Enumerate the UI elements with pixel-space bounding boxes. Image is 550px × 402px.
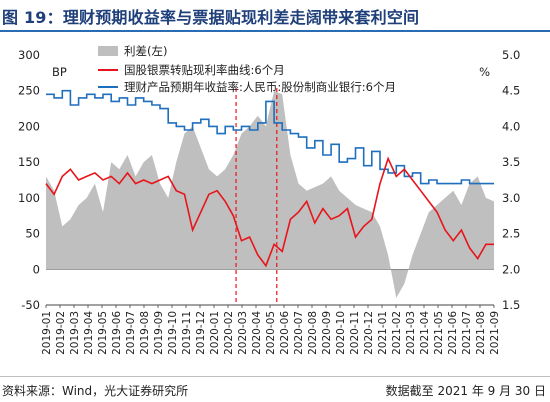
- y-right-tick-label: 5.0: [502, 48, 520, 62]
- x-tick-label: 2021-05: [433, 311, 445, 355]
- x-tick-label: 2019-12: [195, 311, 207, 355]
- x-tick-label: 2019-01: [41, 311, 53, 355]
- y-right-tick-label: 4.5: [502, 84, 520, 98]
- legend-swatch-spread: [98, 46, 118, 56]
- x-tick-label: 2019-11: [181, 311, 193, 355]
- x-tick-label: 2019-05: [97, 311, 109, 355]
- chart-title: 图 19：理财预期收益率与票据贴现利差走阔带来套利空间: [2, 8, 420, 27]
- y-left-tick-label: 100: [18, 191, 40, 205]
- x-tick-label: 2020-12: [363, 311, 375, 355]
- legend-label-bill: 国股银票转贴现利率曲线:6个月: [124, 63, 285, 77]
- legend-label-wealth: 理财产品预期年收益率:人民币:股份制商业银行:6个月: [124, 80, 396, 94]
- y-right-unit: %: [479, 65, 490, 79]
- x-tick-label: 2019-07: [125, 311, 137, 355]
- x-tick-label: 2019-10: [167, 311, 179, 355]
- x-tick-label: 2020-04: [251, 311, 263, 355]
- x-tick-label: 2020-11: [349, 311, 361, 355]
- x-tick-label: 2019-06: [111, 311, 123, 355]
- x-tick-label: 2020-09: [321, 311, 333, 355]
- x-tick-label: 2020-05: [265, 311, 277, 355]
- x-tick-label: 2021-01: [377, 311, 389, 355]
- x-tick-label: 2019-02: [55, 311, 67, 355]
- y-right-tick-label: 1.5: [502, 298, 520, 312]
- x-tick-label: 2021-02: [391, 311, 403, 355]
- y-right-tick-label: 2.5: [502, 227, 520, 241]
- title-bar: 图 19：理财预期收益率与票据贴现利差走阔带来套利空间: [0, 0, 550, 32]
- legend-label-spread: 利差(左): [124, 44, 167, 58]
- x-tick-label: 2019-08: [139, 311, 151, 355]
- y-left-tick-label: 0: [33, 262, 40, 276]
- x-tick-label: 2020-08: [307, 311, 319, 355]
- bill-rate-line: [45, 156, 494, 268]
- x-tick-label: 2019-09: [153, 311, 165, 355]
- x-tick-label: 2020-02: [223, 311, 235, 355]
- x-tick-label: 2021-08: [475, 311, 487, 355]
- wealth-yield-line: [46, 89, 494, 185]
- cutoff-note: 数据截至 2021 年 9 月 30 日: [385, 384, 546, 398]
- x-tick-label: 2021-04: [419, 311, 431, 355]
- x-tick-label: 2021-07: [461, 311, 473, 355]
- x-tick-label: 2021-09: [489, 311, 501, 355]
- y-left-tick-label: 150: [18, 155, 40, 169]
- y-left-tick-label: -50: [21, 298, 40, 312]
- source-note: 资料来源：Wind，光大证券研究所: [2, 384, 189, 398]
- x-tick-label: 2020-07: [293, 311, 305, 355]
- y-left-tick-label: 200: [18, 119, 40, 133]
- y-right-tick-label: 2.0: [502, 262, 520, 276]
- x-tick-label: 2020-06: [279, 311, 291, 355]
- y-left-unit: BP: [52, 65, 67, 79]
- x-tick-label: 2019-04: [83, 311, 95, 355]
- spread-area: [46, 90, 494, 298]
- x-tick-label: 2021-06: [447, 311, 459, 355]
- x-tick-label: 2019-03: [69, 311, 81, 355]
- footer: 资料来源：Wind，光大证券研究所 数据截至 2021 年 9 月 30 日: [0, 376, 550, 402]
- y-left-tick-label: 250: [18, 84, 40, 98]
- x-tick-label: 2020-01: [209, 311, 221, 355]
- x-tick-label: 2020-03: [237, 311, 249, 355]
- y-right-tick-label: 4.0: [502, 119, 520, 133]
- chart: 300 250 200 150 100 50 0 -50 5.0 4.5 4.0 3.5 3.0 2.5 2…: [18, 44, 520, 355]
- y-left-tick-label: 300: [18, 48, 40, 62]
- y-left-tick-label: 50: [25, 227, 40, 241]
- x-tick-label: 2021-03: [405, 311, 417, 355]
- y-right-tick-label: 3.5: [502, 155, 520, 169]
- y-right-tick-label: 3.0: [502, 191, 520, 205]
- x-tick-label: 2020-10: [335, 311, 347, 355]
